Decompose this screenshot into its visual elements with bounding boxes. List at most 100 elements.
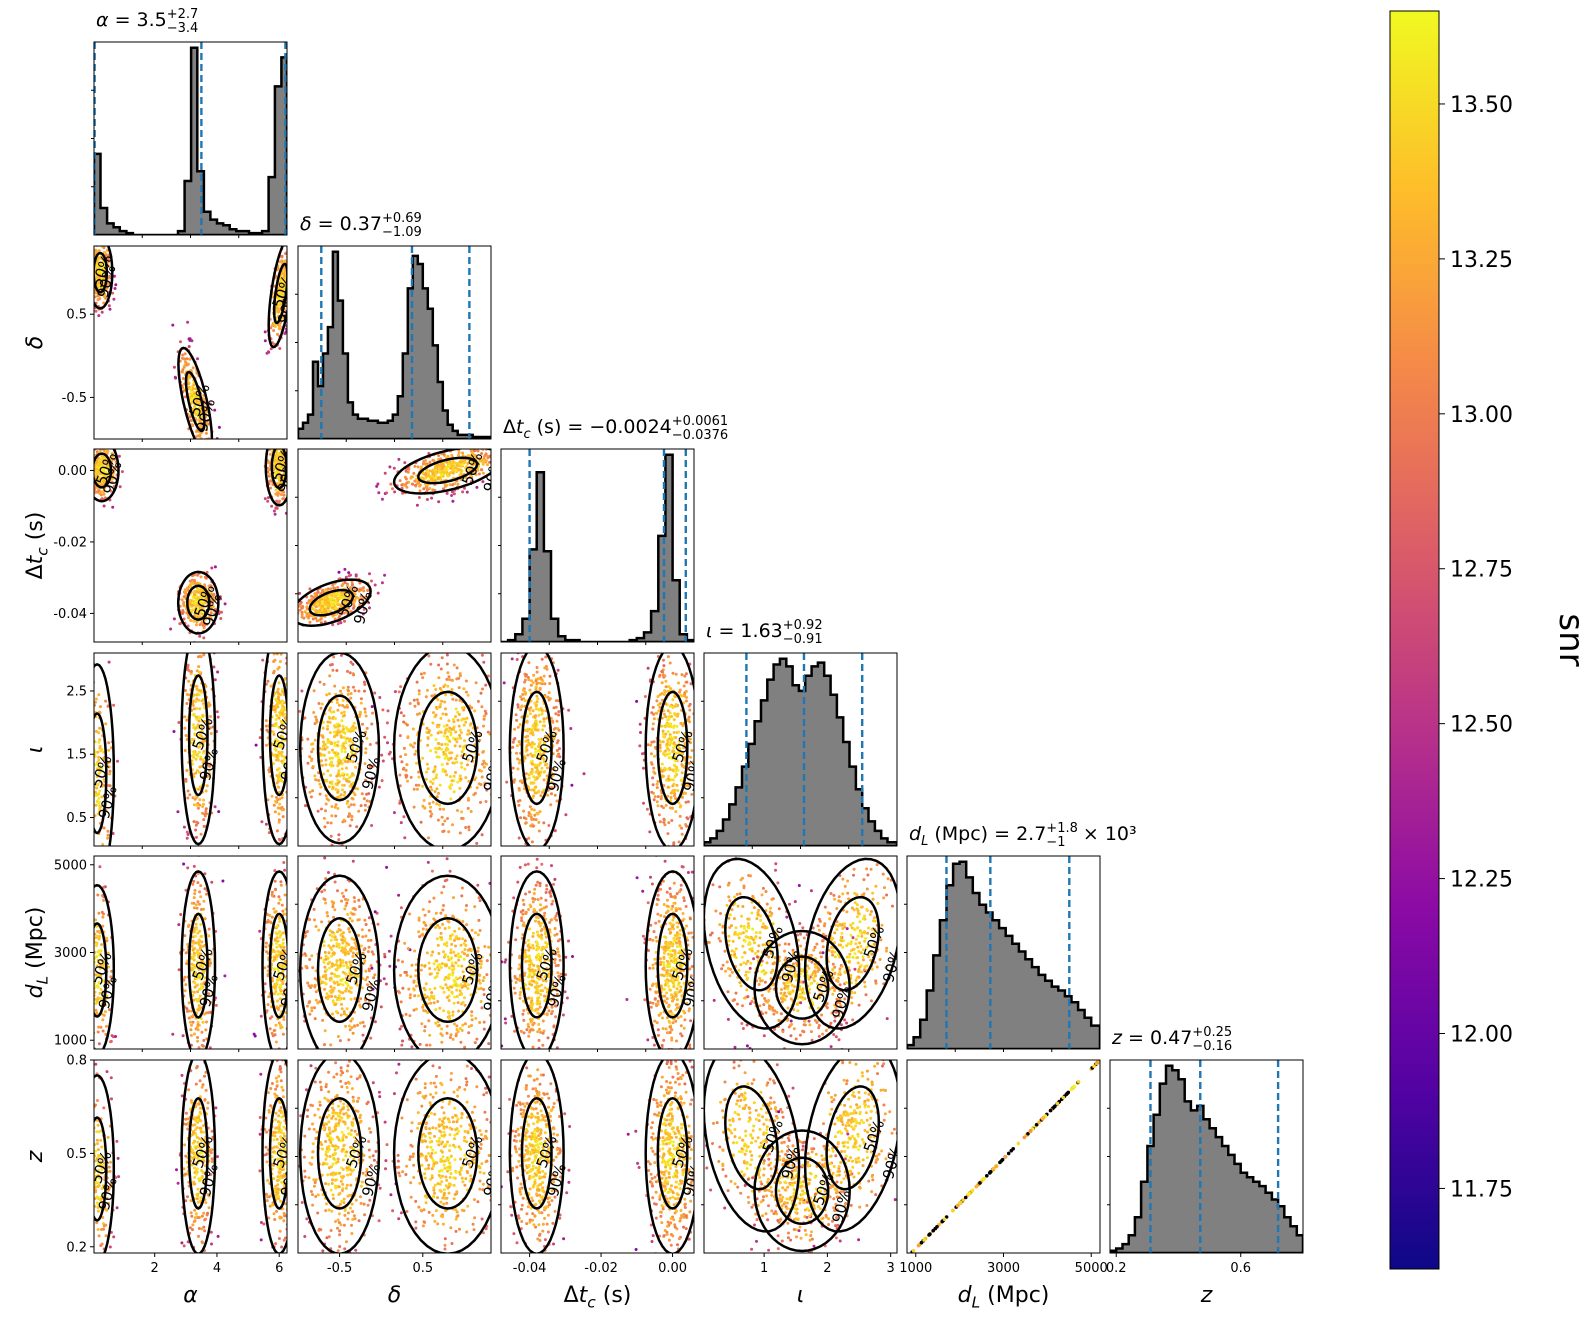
contours: 50%90%50%90%50%90% [94,1060,287,1253]
contour-90 [94,246,114,310]
scatter-points [502,653,694,846]
y-axis-label-2: Δtc (s) [23,512,52,580]
x-tick-label-0: 2 [151,1261,159,1276]
contour-50 [520,1097,553,1210]
contour-50 [656,912,689,1019]
x-axis-label-4: dL (Mpc) [958,1283,1050,1312]
contour-label-90: 90% [480,1162,506,1199]
y-tick-label-1: 1.5 [66,748,87,763]
contours: 50%90%50%90% [508,653,694,846]
contour-90 [803,1060,897,1233]
title-upper-err: +0.92 [783,618,823,633]
x-axis-label-5: z [1200,1283,1213,1308]
scatter-panel-2-0: 50%90%50%90%50%90% -0.04 -0.02 0.00 Δtc (s) [23,448,288,645]
contour-50 [308,588,355,617]
hist-panel-1: δ = 0.37+0.69−1.09 [295,211,492,442]
contour-50 [656,690,689,806]
colorbar-tick-label-5: 13.00 [1450,403,1513,428]
colorbar-tick-label-7: 13.50 [1450,93,1513,118]
contour-90 [94,449,120,503]
contour-90 [261,653,287,846]
contour-50 [187,912,209,1019]
title-lower-err: −0.0376 [672,428,728,443]
contour-50 [94,922,108,1018]
contour-50 [417,917,479,1024]
contour-90 [704,1060,801,1233]
x-axis-label-2: Δtc (s) [564,1283,632,1312]
x-tick-label-0: 0.2 [1106,1261,1127,1276]
title-upper-err: +0.0061 [672,414,728,429]
histogram-bars [94,46,287,235]
contours: 50%90%50%90% [298,653,491,846]
contour-50 [187,674,209,797]
contour-90 [392,449,491,495]
panel-frame [93,1059,288,1254]
title-lower-err: −1.09 [382,225,422,240]
contour-50 [724,895,779,992]
contour-50 [520,912,553,1019]
y-axis-label-1: δ [23,336,48,349]
contour-90 [264,449,287,507]
contour-90 [180,1060,217,1253]
x-tick-label-1: 0.5 [412,1261,433,1276]
title-upper-err: +1.8 [1046,821,1078,836]
colorbar-label: snr [1551,613,1591,666]
scatter-panel-3-0: 50%90%50%90%50%90% 0.5 1.5 2.5 ι [23,652,303,849]
y-tick-label-2: 2.5 [66,684,87,699]
scatter-panel-3-1: 50%90%50%90% [295,652,492,849]
contour-50 [316,1097,363,1210]
contour-90 [392,1060,491,1253]
contour-50 [268,912,287,1019]
contour-90 [261,1060,287,1253]
panel-frame [500,1059,695,1254]
x-tick-label-0: -0.5 [327,1261,352,1276]
x-tick-label-2: 5000 [1075,1261,1108,1276]
contour-50 [94,251,109,294]
y-tick-label-2: 5000 [54,858,87,873]
contour-50 [417,456,479,485]
contour-90 [261,870,287,1049]
contour-50 [184,370,206,433]
contour-50 [774,1156,830,1226]
scatter-points [298,856,491,1049]
colorbar-tick-label-2: 12.25 [1450,868,1513,893]
contour-50 [270,449,287,490]
contour-50 [825,1085,881,1191]
contour-50 [94,712,108,835]
scatter-panel-5-1: 50%90%50%90% -0.5 0.5 δ [295,1059,506,1308]
title-lower-err: −1 [1046,835,1065,850]
contour-label-90: 90% [277,746,303,783]
contour-90 [803,857,897,1030]
param-title-0: α = 3.5+2.7 [96,7,198,31]
title-lower-err: −0.16 [1192,1039,1232,1054]
scatter-panel-4-2: 50%90%50%90% [498,855,695,1052]
hist-panel-3: ι = 1.63+0.92−0.91 [701,618,898,849]
contour-90 [177,346,214,439]
y-tick-label-2: 0.00 [58,464,87,479]
title-multiplier: × 10³ [1083,823,1137,845]
contour-90 [392,653,491,846]
hist-panel-5: z = 0.47+0.25−0.16 0.2 0.6 z [1106,1025,1304,1308]
y-tick-label-0: 0.5 [66,811,87,826]
scatter-points [298,653,491,846]
contour-50 [417,690,479,806]
colorbar: 11.75 12.00 12.25 12.50 12.75 13.00 13.25 13.50… [1389,10,1591,1270]
contour-90 [644,653,694,846]
contour-50 [272,262,287,325]
x-tick-label-0: 1000 [899,1261,932,1276]
contours: 50%90%50%90%50%90% [94,653,303,846]
title-upper-err: +0.25 [1192,1025,1232,1040]
colorbar-tick-label-4: 12.75 [1450,558,1513,583]
contour-90 [298,874,381,1049]
contours: 50%90%50%90%50%90% [94,246,287,439]
histogram-bars [298,250,491,439]
y-axis-label-3: ι [23,746,48,753]
scatter-panel-5-4: 1000 3000 5000 dL (Mpc) [899,1059,1108,1312]
colorbar-tick-label-1: 12.00 [1450,1023,1513,1048]
contours: 50%90%50%90%50%90% [704,1060,897,1253]
contour-90 [298,578,372,627]
contours: 50%90%50%90% [298,1060,506,1253]
